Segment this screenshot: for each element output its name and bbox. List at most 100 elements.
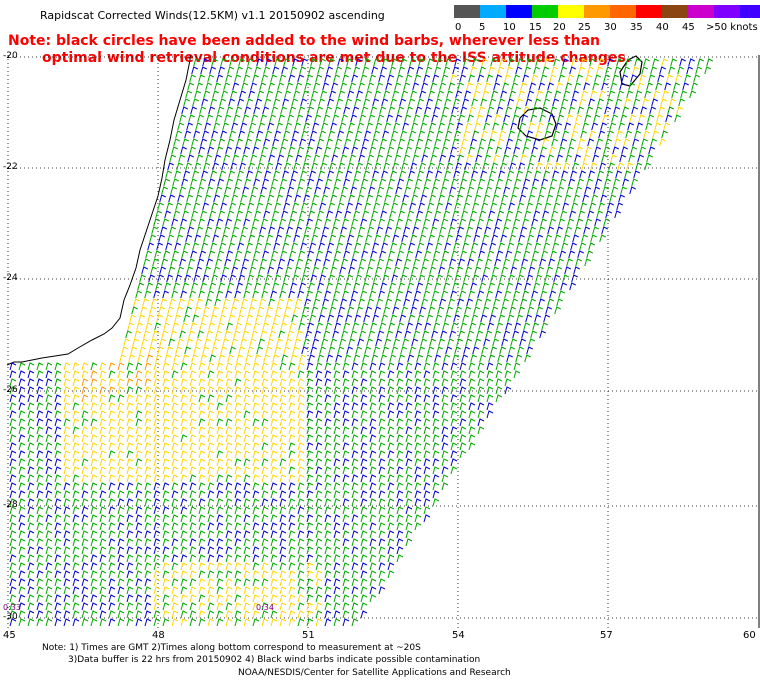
wind-barb	[486, 370, 494, 379]
wind-barb	[261, 410, 269, 419]
wind-barb	[288, 554, 296, 563]
wind-barb	[261, 146, 268, 155]
wind-barb	[297, 602, 305, 611]
wind-barb	[27, 570, 35, 579]
wind-barb	[493, 298, 500, 307]
wind-barb	[180, 426, 188, 435]
wind-barb	[108, 378, 116, 387]
wind-barb	[360, 602, 368, 611]
wind-barb	[477, 386, 485, 395]
wind-barb	[18, 418, 26, 427]
wind-barb	[504, 386, 512, 395]
wind-barb	[378, 450, 386, 459]
wind-barb	[587, 66, 594, 75]
wind-barb	[362, 210, 369, 219]
wind-barb	[441, 394, 449, 403]
wind-barb	[609, 122, 616, 131]
wind-barb	[395, 330, 402, 339]
wind-barb	[360, 514, 368, 523]
wind-barb	[400, 202, 407, 211]
wind-barb	[125, 330, 132, 339]
wind-barb	[426, 242, 433, 251]
wind-barb	[449, 330, 456, 339]
wind-barb	[578, 138, 585, 147]
wind-barb	[506, 210, 513, 219]
wind-barb	[180, 474, 188, 483]
wind-barb	[181, 250, 188, 259]
wind-barb	[499, 202, 506, 211]
wind-barb	[171, 290, 178, 299]
wind-barb	[571, 202, 578, 211]
wind-barb	[558, 218, 565, 227]
wind-barb	[333, 434, 341, 443]
wind-barb	[157, 202, 164, 211]
wind-barb	[444, 314, 451, 323]
wind-barb	[605, 66, 612, 75]
wind-barb	[90, 554, 98, 563]
wind-barb	[72, 426, 80, 435]
wind-barb	[470, 282, 477, 291]
wind-barb	[126, 378, 134, 387]
wind-barb	[423, 458, 431, 467]
wind-barb	[108, 458, 116, 467]
wind-barb	[187, 226, 194, 235]
wind-barb	[472, 346, 479, 355]
wind-barb	[147, 242, 154, 251]
wind-barb	[261, 482, 269, 491]
wind-barb	[371, 66, 378, 75]
wind-barb	[527, 234, 534, 243]
wind-barb	[261, 290, 268, 299]
wind-barb	[318, 98, 325, 107]
wind-barb	[278, 114, 285, 123]
wind-barb	[252, 378, 260, 387]
wind-barb	[192, 98, 199, 107]
wind-barb	[301, 202, 308, 211]
wind-barb	[368, 186, 375, 195]
wind-barb	[207, 218, 214, 227]
wind-barb	[350, 114, 357, 123]
wind-barb	[324, 586, 332, 595]
wind-barb	[279, 458, 287, 467]
wind-barb	[250, 226, 257, 235]
wind-barb	[536, 90, 543, 99]
wind-barb	[171, 466, 179, 475]
wind-barb	[210, 242, 217, 251]
wind-barb	[303, 122, 310, 131]
wind-barb	[483, 266, 490, 275]
wind-barb	[520, 154, 527, 163]
wind-barb	[306, 514, 314, 523]
wind-barb	[572, 234, 579, 243]
wind-barb	[353, 66, 360, 75]
wind-barb	[314, 114, 321, 123]
wind-barb	[499, 130, 506, 139]
wind-barb	[236, 354, 243, 363]
wind-barb	[153, 546, 161, 555]
wind-barb	[201, 242, 208, 251]
madagascar-coastline	[6, 55, 191, 366]
wind-barb	[9, 506, 17, 515]
wind-barb	[241, 154, 248, 163]
wind-barb	[308, 66, 315, 75]
wind-barb	[521, 186, 528, 195]
wind-barb	[581, 234, 588, 243]
wind-barb	[423, 466, 431, 475]
wind-barb	[450, 466, 458, 475]
wind-barb	[270, 218, 277, 227]
wind-barb	[243, 530, 251, 539]
wind-barb	[558, 146, 565, 155]
wind-barb	[610, 154, 617, 163]
wind-barb	[180, 450, 188, 459]
wind-barb	[437, 234, 444, 243]
wind-barb	[243, 290, 250, 299]
wind-barb	[9, 474, 17, 483]
wind-barb	[342, 610, 350, 619]
wind-barb	[99, 482, 107, 491]
wind-barb	[99, 554, 107, 563]
wind-barb	[579, 98, 586, 107]
wind-barb	[441, 450, 449, 459]
wind-barb	[490, 58, 497, 67]
wind-barb	[236, 138, 243, 147]
wind-barb	[351, 594, 359, 603]
wind-barb	[253, 106, 260, 115]
wind-barb	[271, 250, 278, 259]
